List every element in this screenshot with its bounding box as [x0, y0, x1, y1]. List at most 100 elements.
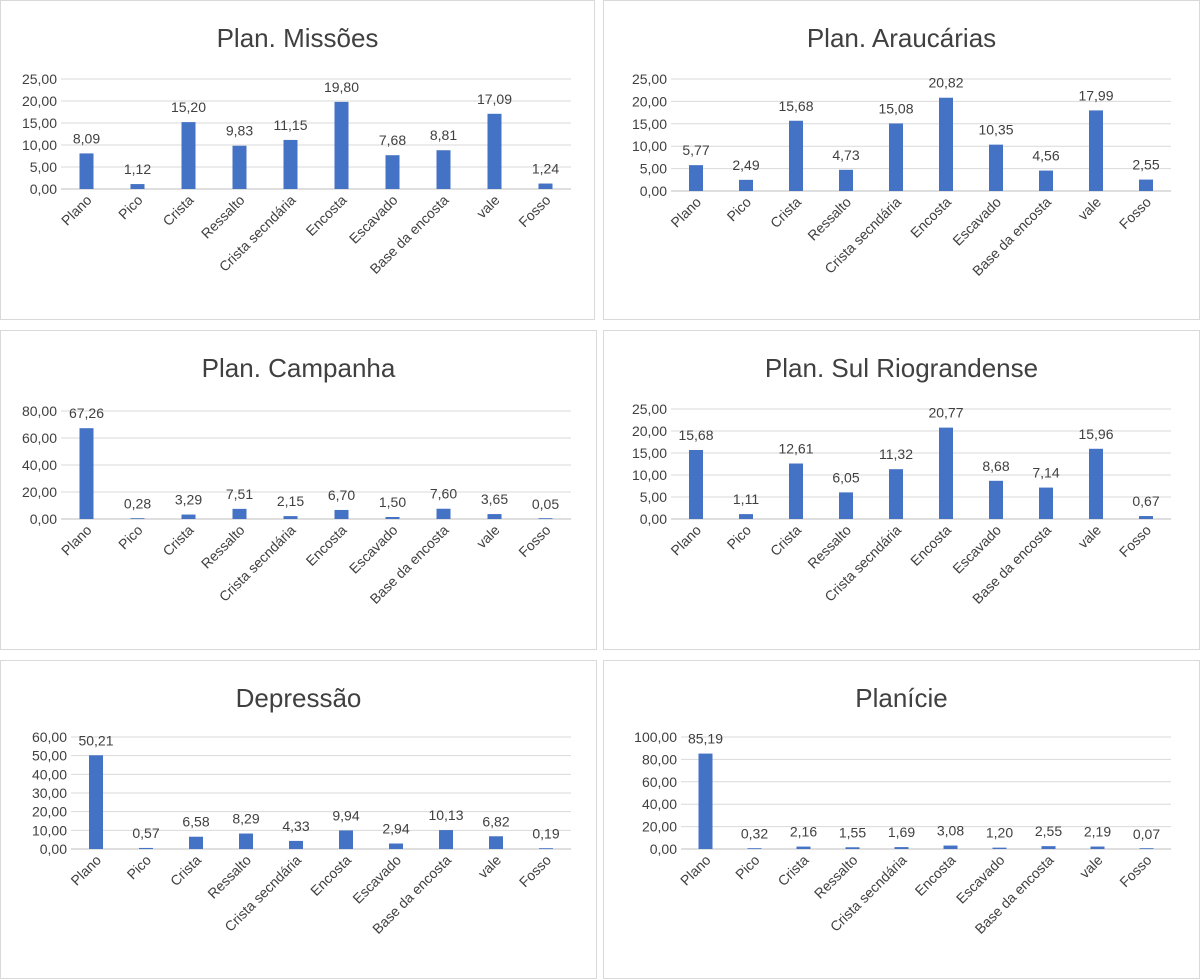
data-label: 0,28: [124, 496, 151, 512]
bar: [232, 508, 247, 519]
y-tick-label: 80,00: [22, 403, 57, 419]
y-tick-label: 0,00: [640, 183, 667, 199]
data-label: 15,08: [878, 100, 913, 116]
bar: [1039, 170, 1053, 191]
chart-panel-planicie: Planície 0,00 20,00 40,00 60,00 80,00 100,00 85…: [603, 660, 1200, 979]
category-label: Plano: [677, 852, 714, 889]
bar: [385, 516, 400, 519]
data-label: 6,82: [482, 813, 509, 829]
data-label: 85,19: [688, 731, 723, 747]
bar: [283, 516, 298, 519]
data-label: 10,13: [428, 807, 463, 823]
bar: [796, 846, 811, 849]
data-label: 0,19: [532, 826, 559, 842]
data-label: 8,68: [982, 458, 1009, 474]
chart-svg: Planície 0,00 20,00 40,00 60,00 80,00 100,00 85…: [634, 683, 1171, 937]
y-tick-label: 20,00: [632, 93, 667, 109]
data-label: 12,61: [778, 441, 813, 457]
bar: [1139, 848, 1154, 849]
chart-panel-plan-araucarias: Plan. Araucárias 0,00 5,00 10,00 15,00 20,00 2…: [603, 0, 1200, 320]
data-label: 4,33: [282, 818, 309, 834]
bar: [339, 830, 353, 849]
category-label: Encosta: [907, 194, 954, 241]
bar: [538, 518, 553, 519]
bar: [130, 184, 145, 189]
data-label: 1,11: [733, 491, 759, 507]
data-label: 15,20: [171, 99, 206, 115]
category-label: Pico: [124, 852, 155, 883]
chart-panel-plan-sul-riograndense: Plan. Sul Riograndense 0,00 5,00 10,00 15,00…: [603, 330, 1200, 650]
category-label: Encosta: [907, 522, 954, 569]
data-label: 6,05: [832, 469, 859, 485]
bar: [889, 123, 903, 191]
data-label: 3,08: [937, 823, 964, 839]
y-tick-label: 10,00: [22, 137, 57, 153]
y-tick-label: 10,00: [32, 822, 67, 838]
chart-title: Plan. Campanha: [202, 353, 396, 383]
data-label: 4,56: [1032, 148, 1059, 164]
bar: [989, 480, 1003, 519]
y-tick-label: 0,00: [650, 841, 677, 857]
y-tick-label: 60,00: [22, 430, 57, 446]
bar: [789, 120, 803, 191]
data-label: 7,60: [430, 486, 457, 502]
data-label: 15,68: [678, 427, 713, 443]
category-label: Crista: [167, 852, 204, 889]
category-label: Crista: [767, 522, 804, 559]
category-label: vale: [473, 522, 503, 552]
data-label: 17,09: [477, 91, 512, 107]
bar: [489, 836, 503, 849]
category-label: Encosta: [912, 852, 959, 899]
y-tick-label: 60,00: [642, 774, 677, 790]
data-label: 7,51: [226, 486, 253, 502]
category-label: Fosso: [1116, 522, 1154, 560]
y-tick-label: 15,00: [632, 116, 667, 132]
data-label: 2,94: [382, 821, 409, 837]
chart-svg: Depressão 0,00 10,00 20,00 30,00 40,00 50,00 60…: [32, 683, 571, 937]
data-label: 8,09: [73, 130, 100, 146]
bar: [538, 183, 553, 189]
category-label: Crista: [767, 194, 804, 231]
bar: [436, 508, 451, 519]
bar: [1089, 448, 1103, 519]
data-label: 0,67: [1132, 493, 1159, 509]
data-label: 20,82: [928, 75, 963, 91]
bar: [389, 843, 403, 849]
bar: [789, 463, 803, 519]
data-label: 0,32: [741, 826, 768, 842]
category-label: Fosso: [1116, 194, 1154, 232]
bar: [739, 179, 753, 191]
y-tick-label: 20,00: [632, 423, 667, 439]
data-label: 0,05: [532, 496, 559, 512]
bar: [539, 848, 553, 849]
bar: [181, 122, 196, 189]
data-label: 15,68: [778, 98, 813, 114]
category-label: Plano: [58, 522, 95, 559]
bar: [79, 153, 94, 189]
bar: [334, 101, 349, 189]
y-tick-label: 5,00: [640, 161, 667, 177]
data-label: 8,81: [430, 127, 457, 143]
y-tick-label: 20,00: [32, 804, 67, 820]
bar: [1041, 846, 1056, 849]
bar: [1139, 516, 1153, 519]
category-label: Ressalto: [204, 852, 254, 902]
data-label: 0,07: [1133, 826, 1160, 842]
category-label: Pico: [732, 852, 763, 883]
bar: [839, 169, 853, 191]
bar: [939, 427, 953, 519]
y-tick-label: 40,00: [22, 457, 57, 473]
data-label: 7,14: [1032, 465, 1059, 481]
bar: [439, 830, 453, 849]
data-label: 67,26: [69, 405, 104, 421]
data-label: 0,57: [132, 825, 159, 841]
bar: [1139, 179, 1153, 191]
bar: [989, 144, 1003, 191]
bar: [181, 514, 196, 519]
category-label: Plano: [67, 852, 104, 889]
chart-title: Planície: [855, 683, 948, 713]
bar: [689, 450, 703, 519]
bar: [698, 753, 713, 849]
y-tick-label: 100,00: [634, 729, 677, 745]
y-tick-label: 0,00: [640, 511, 667, 527]
